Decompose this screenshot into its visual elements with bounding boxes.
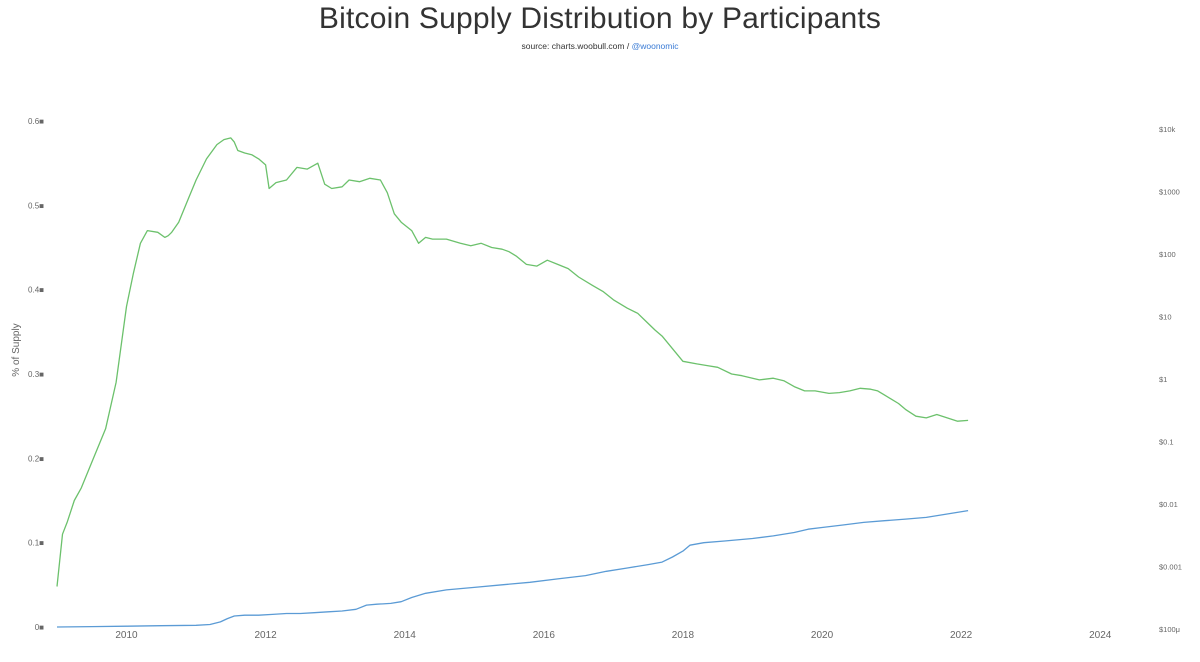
y-axis-label: % of Supply xyxy=(11,323,22,376)
right-tick-label: $0.01 xyxy=(1159,500,1178,509)
right-tick-label: $100μ xyxy=(1159,625,1180,634)
right-tick-label: $10 xyxy=(1159,313,1172,322)
x-tick-label: 2022 xyxy=(950,630,973,641)
y-tick-label: 0.6■ xyxy=(28,117,44,126)
y-tick-label: 0.5■ xyxy=(28,201,44,210)
x-tick-label: 2016 xyxy=(533,630,556,641)
right-tick-label: $1000 xyxy=(1159,188,1180,197)
chart-source: source: charts.woobull.com / @woonomic xyxy=(0,41,1200,51)
series-group xyxy=(56,137,969,628)
chart-title: Bitcoin Supply Distribution by Participa… xyxy=(318,2,882,35)
right-tick-label: $10k xyxy=(1159,125,1176,134)
y-tick-label: 0.3■ xyxy=(28,370,44,379)
y-tick-label: 0.2■ xyxy=(28,454,44,463)
x-tick-label: 2010 xyxy=(115,630,138,641)
x-tick-label: 2014 xyxy=(394,630,417,641)
x-tick-label: 2020 xyxy=(811,630,834,641)
right-tick-label: $0.001 xyxy=(1159,563,1182,572)
y-tick-label: 0■ xyxy=(35,623,44,632)
x-tick-label: 2012 xyxy=(254,630,277,641)
right-tick-label: $0.1 xyxy=(1159,438,1174,447)
right-axis-ticks: $100μ $0.001 $0.01 $0.1 $1 $10 $100 $1000 $10k xyxy=(1159,125,1182,634)
source-text: source: charts.woobull.com / xyxy=(521,41,630,51)
left-axis-ticks: 0■ 0.1■ 0.2■ 0.3■ 0.4■ 0.5■ 0.6■ xyxy=(28,117,44,632)
source-handle-link[interactable]: @woonomic xyxy=(631,41,679,51)
x-tick-label: 2018 xyxy=(672,630,695,641)
series-line-green xyxy=(56,137,969,587)
right-tick-label: $1 xyxy=(1159,375,1167,384)
series-line-blue xyxy=(56,509,969,628)
y-tick-label: 0.4■ xyxy=(28,286,44,295)
y-tick-label: 0.1■ xyxy=(28,539,44,548)
x-tick-label: 2024 xyxy=(1089,630,1112,641)
right-tick-label: $100 xyxy=(1159,250,1176,259)
x-axis-ticks: 2010 2012 2014 2016 2018 2020 2022 2024 xyxy=(115,630,1111,641)
